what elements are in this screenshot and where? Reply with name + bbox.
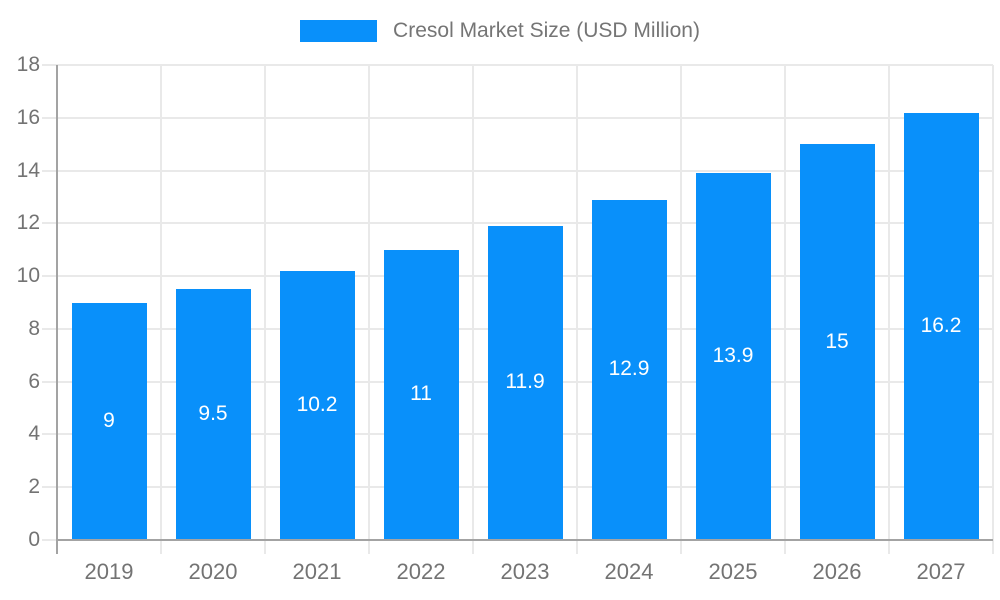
x-axis-tick-label: 2026 bbox=[812, 559, 862, 584]
bar-value-label: 11 bbox=[410, 382, 432, 406]
bar-value-label: 13.9 bbox=[712, 344, 754, 368]
y-gridline bbox=[42, 64, 993, 66]
y-gridline bbox=[42, 222, 993, 225]
x-gridline bbox=[992, 65, 994, 554]
bar-value-label: 9.5 bbox=[198, 402, 228, 426]
x-axis-tick-label: 2027 bbox=[916, 559, 966, 584]
x-gridline bbox=[368, 65, 370, 554]
bar-2021[interactable]: 10.2 bbox=[279, 270, 355, 539]
bar-value-label: 15 bbox=[825, 329, 849, 353]
x-gridline bbox=[576, 65, 578, 554]
y-axis-tick-label: 14 bbox=[16, 158, 40, 182]
x-axis-tick-label: 2021 bbox=[292, 559, 342, 584]
bar-2020[interactable]: 9.5 bbox=[175, 289, 251, 539]
x-gridline bbox=[160, 65, 162, 554]
bar-value-label: 9 bbox=[103, 408, 115, 432]
y-axis-tick-label: 4 bbox=[28, 422, 40, 446]
y-axis-tick-label: 6 bbox=[28, 369, 40, 393]
legend-item[interactable]: Cresol Market Size (USD Million) bbox=[0, 18, 1000, 44]
x-axis-tick-label: 2025 bbox=[708, 559, 758, 584]
bar-2027[interactable]: 16.2 bbox=[903, 112, 979, 539]
x-axis-tick-label: 2022 bbox=[396, 559, 446, 584]
x-gridline bbox=[784, 65, 786, 554]
bar-2019[interactable]: 9 bbox=[71, 302, 147, 539]
y-axis-tick-label: 18 bbox=[16, 53, 40, 76]
bar-value-label: 16.2 bbox=[920, 313, 962, 337]
bar-2023[interactable]: 11.9 bbox=[487, 225, 563, 539]
y-axis-tick-label: 10 bbox=[16, 264, 40, 288]
y-axis-tick-label: 2 bbox=[28, 475, 40, 499]
x-axis-tick-label: 2020 bbox=[188, 559, 238, 584]
bar-2024[interactable]: 12.9 bbox=[591, 199, 667, 539]
x-axis-line bbox=[57, 539, 993, 541]
x-axis-tick-label: 2024 bbox=[604, 559, 654, 584]
x-axis-tick-label: 2023 bbox=[500, 559, 550, 584]
y-axis-tick-label: 8 bbox=[28, 316, 40, 340]
legend-label: Cresol Market Size (USD Million) bbox=[393, 19, 700, 42]
x-gridline bbox=[264, 65, 266, 554]
y-gridline bbox=[42, 116, 993, 119]
y-axis-tick-label: 0 bbox=[28, 528, 40, 551]
bar-2022[interactable]: 11 bbox=[383, 249, 459, 539]
bar-2026[interactable]: 15 bbox=[799, 144, 875, 539]
x-gridline bbox=[888, 65, 890, 554]
x-gridline bbox=[680, 65, 682, 554]
y-axis-line bbox=[56, 65, 58, 554]
y-axis-tick-label: 12 bbox=[16, 211, 40, 235]
y-gridline bbox=[42, 169, 993, 172]
x-axis-tick-label: 2019 bbox=[84, 559, 134, 584]
y-axis-tick-label: 16 bbox=[16, 105, 40, 129]
bar-value-label: 12.9 bbox=[608, 357, 650, 381]
x-gridline bbox=[472, 65, 474, 554]
legend-color-swatch bbox=[300, 20, 378, 42]
bar-2025[interactable]: 13.9 bbox=[695, 173, 771, 539]
bar-value-label: 11.9 bbox=[505, 370, 545, 394]
bar-value-label: 10.2 bbox=[296, 392, 338, 416]
